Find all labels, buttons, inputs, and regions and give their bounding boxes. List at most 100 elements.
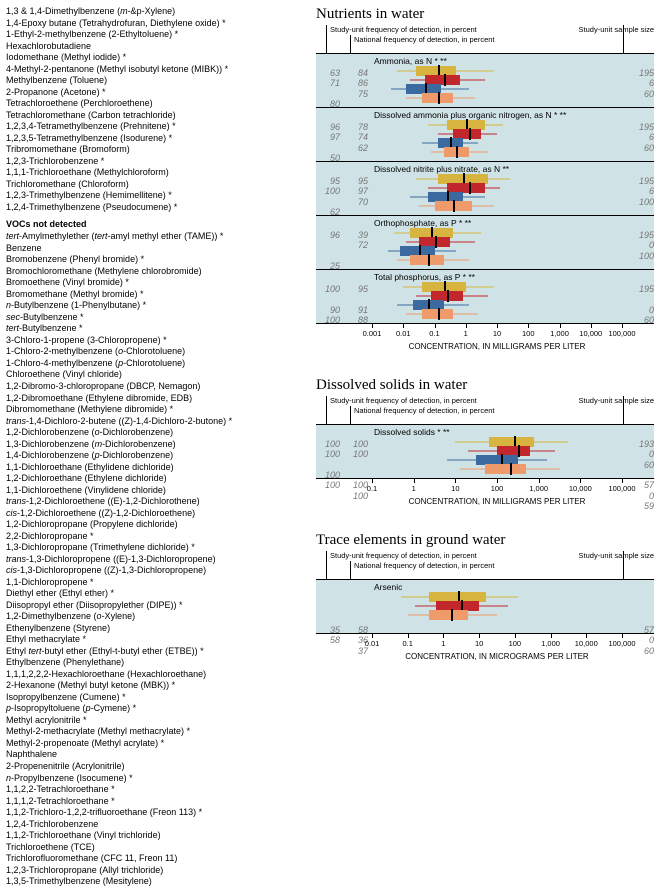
voc-item: 1-Ethyl-2-methylbenzene (2-Ethyltoluene)… [6,29,306,41]
panel-title: Dissolved solids * ** [374,427,450,437]
voc-item: Methylbenzene (Toluene) [6,75,306,87]
x-axis: 0.0010.010.11101001,00010,000100,000CONC… [316,323,654,359]
voc-item: cis-1,3-Dichloropropene ((Z)-1,3-Dichlor… [6,565,306,577]
voc-item: 1,1,2-Trichloroethane (Vinyl trichloride… [6,830,306,842]
voc-item: Diethyl ether (Ethyl ether) * [6,588,306,600]
boxplot-row [372,464,622,474]
chart-group: Nutrients in waterStudy-unit frequency o… [316,6,654,359]
voc-item: 2,2-Dichloropropane * [6,531,306,543]
panel-title: Arsenic [374,582,402,592]
boxplot-panel: Orthophosphate, as P * **96 25833972 595… [316,215,654,269]
voc-item: 1,1-Dichloropropene * [6,577,306,589]
voc-item: 1,2,3,5-Tetramethylbenzene (Isodurene) * [6,133,306,145]
voc-item: p-Isopropyltoluene (p-Cymene) * [6,703,306,715]
plot-area [372,120,622,157]
boxplot-row [372,201,622,211]
voc-item: 1,1,1,2,2,2-Hexachloroethane (Hexachloro… [6,669,306,681]
voc-item: 1,2-Dibromo-3-chloropropane (DBCP, Nemag… [6,381,306,393]
voc-item: 2-Hexanone (Methyl butyl ketone (MBK)) * [6,680,306,692]
voc-item: 1-Chloro-4-methylbenzene (p-Chlorotoluen… [6,358,306,370]
sample-size-numbers: 195 060 [626,284,654,325]
boxplot-panel: Total phosphorus, as P * ** 100 9010095 9… [316,269,654,323]
voc-item: Ethenylbenzene (Styrene) [6,623,306,635]
voc-item: 1,4-Dichlorobenzene (p-Dichlorobenzene) [6,450,306,462]
x-axis: 0.11101001,00010,000100,000CONCENTRATION… [316,478,654,514]
voc-item: 1,2-Dimethylbenzene (o-Xylene) [6,611,306,623]
voc-item: Ethyl tert-butyl ether (Ethyl-t-butyl et… [6,646,306,658]
voc-item: 1,1-Dichloroethene (Vinylidene chloride) [6,485,306,497]
boxplot-panel: Dissolved ammonia plus organic nitrogen,… [316,107,654,161]
voc-item: 1,1-Dichloroethane (Ethylidene dichlorid… [6,462,306,474]
voc-item: Hexachlorobutadiene [6,41,306,53]
voc-item: 1,2,3-Trimethylbenzene (Hemimellitene) * [6,190,306,202]
voc-item: n-Propylbenzene (Isocumene) * [6,773,306,785]
voc-item: 1,2,4-Trimethylbenzene (Pseudocumene) * [6,202,306,214]
voc-item: 4-Methyl-2-pentanone (Methyl isobutyl ke… [6,64,306,76]
plot-area [372,174,622,211]
x-axis: 0.010.11101001,00010,000100,000CONCENTRA… [316,633,654,669]
voc-item: Trichloromethane (Chloroform) [6,179,306,191]
voc-item: Methyl acrylonitrile * [6,715,306,727]
plot-area [372,592,622,629]
voc-item: 1,2,3-Trichloropropane (Allyl trichlorid… [6,865,306,877]
voc-item: Naphthalene [6,749,306,761]
voc-item: Tetrachloroethene (Perchloroethene) [6,98,306,110]
chart-group: Trace elements in ground waterStudy-unit… [316,532,654,669]
voc-item: Trichlorofluoromethane (CFC 11, Freon 11… [6,853,306,865]
plot-area [372,228,622,265]
voc-item: 2-Propenenitrile (Acrylonitrile) [6,761,306,773]
plot-area [372,437,622,474]
voc-item: 1,2-Dibromoethane (Ethylene dibromide, E… [6,393,306,405]
plot-area [372,66,622,103]
voc-item: Bromomethane (Methyl bromide) * [6,289,306,301]
voc-item: Diisopropyl ether (Diisopropylether (DIP… [6,600,306,612]
voc-item: 1,1,1,2-Tetrachloroethane * [6,796,306,808]
voc-item: 1,1,2,2-Tetrachloroethane * [6,784,306,796]
voc-item: 1,4-Epoxy butane (Tetrahydrofuran, Dieth… [6,18,306,30]
plot-area [372,282,622,319]
boxplot-row [372,93,622,103]
voc-item: Tetrachloromethane (Carbon tetrachloride… [6,110,306,122]
voc-item: 1,1,1-Trichloroethane (Methylchloroform) [6,167,306,179]
voc-item: 1,3,5-Trimethylbenzene (Mesitylene) [6,876,306,888]
group-title: Dissolved solids in water [316,377,654,394]
voc-item: n-Butylbenzene (1-Phenylbutane) * [6,300,306,312]
legend: Study-unit frequency of detection, in pe… [316,396,654,424]
x-axis-label: CONCENTRATION, IN MILLIGRAMS PER LITER [372,497,622,506]
voc-item: 1-Chloro-2-methylbenzene (o-Chlorotoluen… [6,346,306,358]
voc-item: Methyl-2-propenoate (Methyl acrylate) * [6,738,306,750]
voc-item: trans-1,3-Dichloropropene ((E)-1,3-Dichl… [6,554,306,566]
voc-item: 1,3-Dichlorobenzene (m-Dichlorobenzene) [6,439,306,451]
voc-item: Bromoethene (Vinyl bromide) * [6,277,306,289]
voc-list: 1,3 & 1,4-Dimethylbenzene (m-&p-Xylene)1… [6,6,306,888]
x-axis-label: CONCENTRATION, IN MILLIGRAMS PER LITER [372,342,622,351]
voc-item: 3-Chloro-1-propene (3-Chloropropene) * [6,335,306,347]
boxplot-row [372,147,622,157]
voc-item: Dibromomethane (Methylene dibromide) * [6,404,306,416]
voc-item: 1,2-Dichlorobenzene (o-Dichlorobenzene) [6,427,306,439]
voc-item: Methyl-2-methacrylate (Methyl methacryla… [6,726,306,738]
boxplot-panel: Dissolved nitrite plus nitrate, as N **9… [316,161,654,215]
panel-title: Orthophosphate, as P * ** [374,218,471,228]
voc-item: Chloroethene (Vinyl chloride) [6,369,306,381]
voc-item: Benzene [6,243,306,255]
voc-item: 1,2-Dichloroethane (Ethylene dichloride) [6,473,306,485]
legend: Study-unit frequency of detection, in pe… [316,551,654,579]
voc-item: tert-Amylmethylether (tert-amyl methyl e… [6,231,306,243]
voc-item: 1,3 & 1,4-Dimethylbenzene (m-&p-Xylene) [6,6,306,18]
freq-numbers: 100 9010095 9188 [316,284,368,325]
panel-title: Ammonia, as N * ** [374,56,447,66]
boxplot-panel: Ammonia, as N * **6371 8087848675 787119… [316,53,654,107]
voc-item: Isopropylbenzene (Cumene) * [6,692,306,704]
voc-item: 1,3-Dichloropropane (Trimethylene dichlo… [6,542,306,554]
boxplot-row [372,610,622,620]
boxplot-row [372,255,622,265]
voc-item: Ethylbenzene (Phenylethane) [6,657,306,669]
voc-item: 1,2,4-Trichlorobenzene [6,819,306,831]
boxplot-panel: Arsenic 3558 583637 57060 [316,579,654,633]
panel-title: Total phosphorus, as P * ** [374,272,475,282]
voc-item: 1,2,3-Trichlorobenzene * [6,156,306,168]
voc-item: cis-1,2-Dichloroethene ((Z)-1,2-Dichloro… [6,508,306,520]
voc-item: tert-Butylbenzene * [6,323,306,335]
voc-item: Ethyl methacrylate * [6,634,306,646]
